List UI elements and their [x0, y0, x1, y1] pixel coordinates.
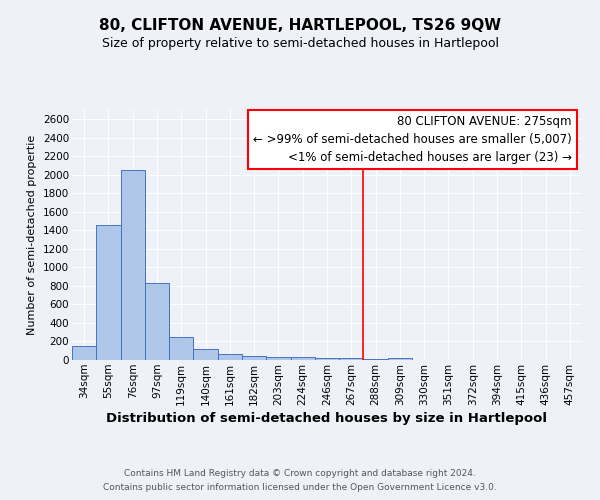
Bar [242, 356, 266, 360]
Text: Size of property relative to semi-detached houses in Hartlepool: Size of property relative to semi-detach… [101, 38, 499, 51]
Bar [121, 170, 145, 360]
Bar [169, 337, 193, 360]
Bar [145, 283, 169, 360]
Bar [290, 357, 315, 360]
Bar [315, 358, 339, 360]
Bar [266, 357, 290, 360]
Bar [364, 358, 388, 360]
Bar [72, 346, 96, 360]
X-axis label: Distribution of semi-detached houses by size in Hartlepool: Distribution of semi-detached houses by … [107, 412, 548, 425]
Text: Contains HM Land Registry data © Crown copyright and database right 2024.: Contains HM Land Registry data © Crown c… [124, 468, 476, 477]
Bar [193, 350, 218, 360]
Bar [218, 354, 242, 360]
Text: 80, CLIFTON AVENUE, HARTLEPOOL, TS26 9QW: 80, CLIFTON AVENUE, HARTLEPOOL, TS26 9QW [99, 18, 501, 32]
Y-axis label: Number of semi-detached propertie: Number of semi-detached propertie [28, 135, 37, 335]
Bar [96, 225, 121, 360]
Text: 80 CLIFTON AVENUE: 275sqm
← >99% of semi-detached houses are smaller (5,007)
<1%: 80 CLIFTON AVENUE: 275sqm ← >99% of semi… [253, 115, 572, 164]
Bar [388, 358, 412, 360]
Bar [339, 358, 364, 360]
Text: Contains public sector information licensed under the Open Government Licence v3: Contains public sector information licen… [103, 484, 497, 492]
